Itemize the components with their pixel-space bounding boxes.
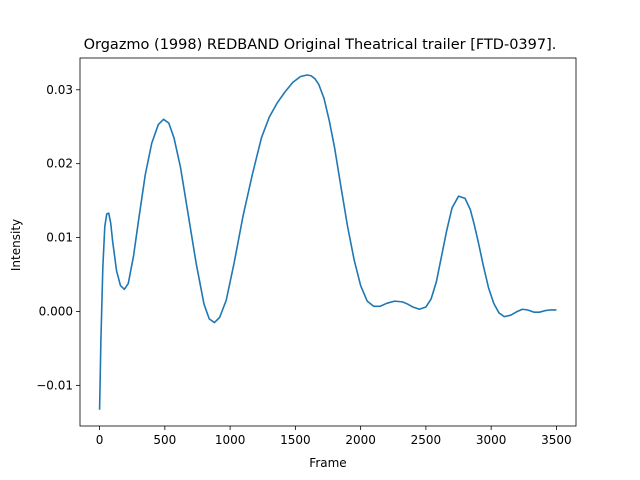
plot-frame	[79, 57, 577, 427]
chart-title: Orgazmo (1998) REDBAND Original Theatric…	[84, 37, 557, 53]
y-tick-label: 0.03	[46, 83, 73, 97]
x-tick-label: 1500	[280, 433, 311, 447]
y-tick-label: −0.01	[36, 378, 73, 392]
x-tick-label: 3000	[476, 433, 507, 447]
y-tick-label: 0.01	[46, 231, 73, 245]
x-tick-label: 1000	[215, 433, 246, 447]
x-axis-label: Frame	[309, 456, 346, 470]
y-tick-label: 0.000	[39, 304, 73, 318]
y-axis-label: Intensity	[9, 219, 23, 271]
x-tick-label: 2000	[345, 433, 376, 447]
series-line	[98, 74, 557, 410]
x-tick-label: 3500	[541, 433, 572, 447]
x-tick-label: 500	[153, 433, 176, 447]
x-axis-ticks: 0 500 1000 1500 2000 2500 3000 3500	[96, 426, 572, 447]
plot-area	[79, 57, 577, 427]
x-tick-label: 2500	[411, 433, 442, 447]
y-axis-ticks: −0.01 0.000 0.01 0.02 0.03	[36, 83, 80, 392]
y-tick-label: 0.02	[46, 157, 73, 171]
x-tick-label: 0	[96, 433, 104, 447]
